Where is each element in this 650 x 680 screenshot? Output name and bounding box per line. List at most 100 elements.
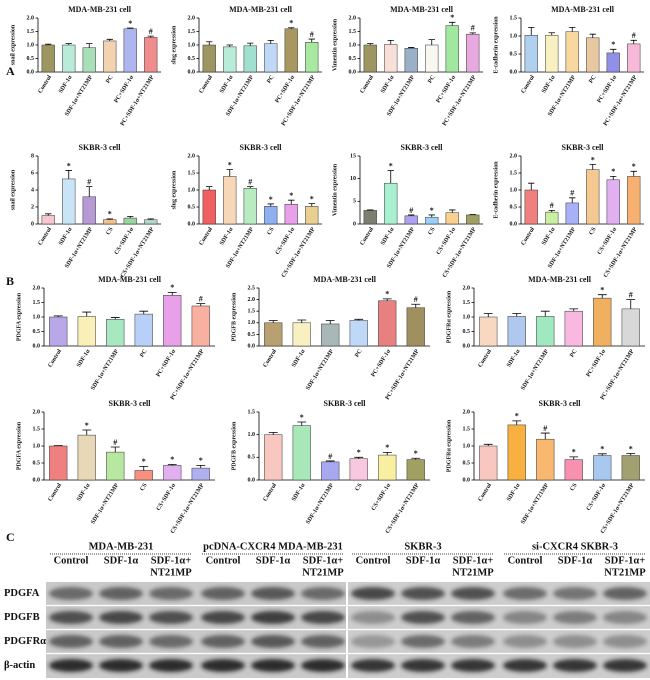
y-tick-label: 2.0 [510,153,518,159]
y-tick-label: 0.0 [33,477,41,483]
y-tick-label: 0.0 [463,343,471,349]
lane-label: NT21MP [302,567,344,578]
x-tick-label: SDF-1α [219,226,235,246]
error-bar [449,21,456,26]
y-tick-label: 0.5 [27,56,35,62]
bar [134,313,153,347]
bar [586,37,600,73]
bar [378,300,397,347]
x-tick-label: SDF-1α [219,74,235,94]
significance-marker: * [108,210,112,219]
x-tick-label: Control [477,348,493,368]
significance-marker: * [430,206,434,215]
bar [264,322,283,347]
error-bar [411,303,421,308]
x-tick-label: SDF-1α [506,348,522,368]
error-bar [382,298,392,301]
x-tick-label: CS+SDF-1α [586,482,608,512]
blot-band [49,659,93,672]
blot-band [401,611,445,624]
y-tick-label: 0.5 [248,455,256,461]
error-bar [206,186,213,190]
x-tick-label: CS+SDF-1α [371,482,393,512]
bar [445,25,459,73]
lane-label: SDF-1α+ [303,555,343,566]
bar [536,438,555,481]
x-tick-label: SDF-1α+NT21MP [90,348,120,391]
bar [243,45,257,73]
y-axis-label: E-cadherin expression [493,161,499,219]
chart-title: MDA-MB-231 cell [98,275,162,284]
lane-label: Control [356,555,391,566]
y-tick-label: 0.0 [463,477,471,483]
significance-marker: * [611,40,615,49]
chart-title: SKBR-3 cell [562,143,605,152]
error-bar [288,199,295,205]
blot-band [503,611,547,624]
lane-label: SDF-1α+ [151,555,191,566]
significance-marker: # [414,295,418,304]
blot-band [201,587,245,600]
y-tick-label: 1.5 [510,170,518,176]
error-bar [206,41,213,45]
error-bar [82,311,92,317]
x-tick-label: SDF-1α [76,482,92,502]
blot-band [301,659,345,672]
bar [621,308,640,347]
y-tick-label: 0.5 [510,51,518,57]
x-tick-label: Control [262,482,278,502]
panel-label: A [6,64,15,78]
y-tick-label: 0.5 [349,56,357,62]
significance-marker: # [570,189,574,198]
bar [77,316,96,347]
blot-band [99,587,143,600]
error-bar [449,209,456,213]
blot-band [603,587,647,600]
y-tick-label: 2.0 [248,297,256,303]
blot-band [49,611,93,624]
chart-title: SKBR-3 cell [539,399,582,408]
x-tick-label: CS+SDF-1α+NT21MP [385,482,421,535]
x-tick-label: PC [569,349,578,359]
bar [41,44,55,73]
y-axis-label: snail expression [10,169,16,210]
error-bar [483,313,493,317]
significance-marker: * [269,195,273,204]
bar [103,40,117,73]
lane-label: SDF-1α [406,555,441,566]
blot-band [603,659,647,672]
x-tick-label: Control [37,226,53,246]
error-bar [288,27,295,29]
x-tick-label: SDF-1α [58,226,74,246]
lane-label: NT21MP [150,567,192,578]
y-tick-label: 2.0 [188,15,196,21]
blot-band [149,611,193,624]
x-tick-label: PC+SDF-1α [436,74,458,104]
error-bar [82,429,92,436]
significance-marker: # [149,27,153,36]
bar [292,322,311,347]
x-tick-label: PC+SDF-1α+NT21MP [170,348,206,401]
y-tick-label: 0.5 [248,332,256,338]
blot-band [451,611,495,624]
error-bar [167,291,177,296]
error-bar [626,453,636,456]
significance-marker: * [300,413,304,422]
blot-band [603,635,647,648]
significance-marker: * [67,161,71,170]
chart-title: SKBR-3 cell [240,143,283,152]
bar [479,316,498,347]
y-tick-label: 10 [350,176,356,182]
y-axis-label: Vimentin expression [332,18,338,71]
significance-marker: * [414,449,418,458]
significance-marker: * [515,412,519,421]
bar [404,215,418,225]
bar [284,28,298,73]
y-tick-label: 1.5 [248,409,256,415]
error-bar [53,315,63,317]
significance-marker: * [199,456,203,465]
x-tick-label: PC [139,349,148,359]
bar [305,206,319,225]
bar [82,47,96,73]
chart-title: MDA-MB-231 cell [68,5,132,14]
